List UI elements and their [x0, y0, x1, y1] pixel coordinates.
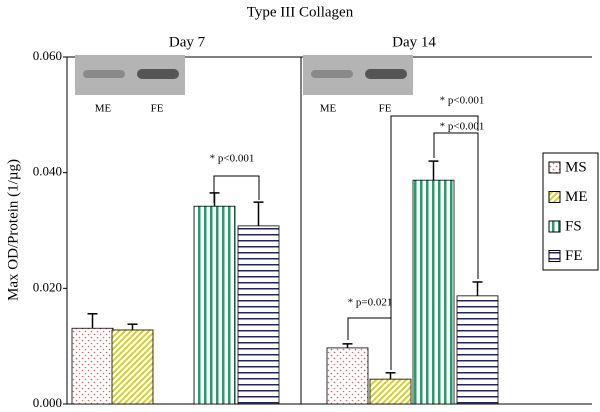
gel-band: [137, 69, 179, 79]
bar: [111, 329, 154, 405]
x-category-label: Day 14: [392, 34, 436, 50]
bar: [412, 179, 455, 405]
legend-label: FE: [565, 248, 583, 264]
gel-label: ME: [95, 103, 112, 115]
significance-bracket: [390, 115, 479, 370]
y-axis-label: Max OD/Protein (1/µg): [5, 159, 21, 301]
bar: [71, 327, 114, 405]
y-tick-label: 0.020: [33, 279, 62, 294]
legend-swatch: [548, 250, 561, 262]
bar: [456, 295, 499, 405]
bar: [369, 378, 412, 405]
error-bar: [385, 372, 396, 380]
legend-swatch: [548, 220, 561, 233]
error-bar: [342, 343, 353, 348]
bar: [193, 205, 236, 405]
legend-label: ME: [565, 189, 588, 205]
gel-label: FE: [379, 103, 392, 115]
error-bar: [253, 201, 264, 226]
gel-band: [83, 70, 125, 78]
annotation: * p<0.001: [440, 95, 485, 107]
significance-bracket: [433, 132, 479, 279]
gel-band: [311, 70, 353, 78]
gel-band: [365, 69, 407, 79]
gel-label: FE: [151, 103, 164, 115]
chart-title: Type III Collagen: [247, 4, 354, 20]
legend-label: MS: [565, 159, 587, 175]
gel-label: ME: [320, 103, 337, 115]
y-tick-label: 0.040: [33, 164, 62, 179]
y-tick-label: 0.000: [33, 395, 62, 410]
legend-label: FS: [565, 218, 582, 234]
annotation: * p=0.021: [348, 297, 393, 309]
bar: [237, 225, 280, 405]
annotation: * p<0.001: [440, 121, 485, 133]
annotation: * p<0.001: [210, 153, 255, 165]
legend-swatch: [548, 191, 561, 203]
error-bar: [472, 281, 483, 296]
x-category-label: Day 7: [169, 34, 206, 50]
y-tick-label: 0.060: [33, 48, 62, 63]
legend-swatch: [548, 161, 561, 174]
error-bar: [428, 160, 439, 181]
error-bar: [87, 313, 98, 329]
significance-bracket: [213, 175, 260, 203]
bar: [326, 347, 369, 405]
error-bar: [127, 323, 138, 330]
